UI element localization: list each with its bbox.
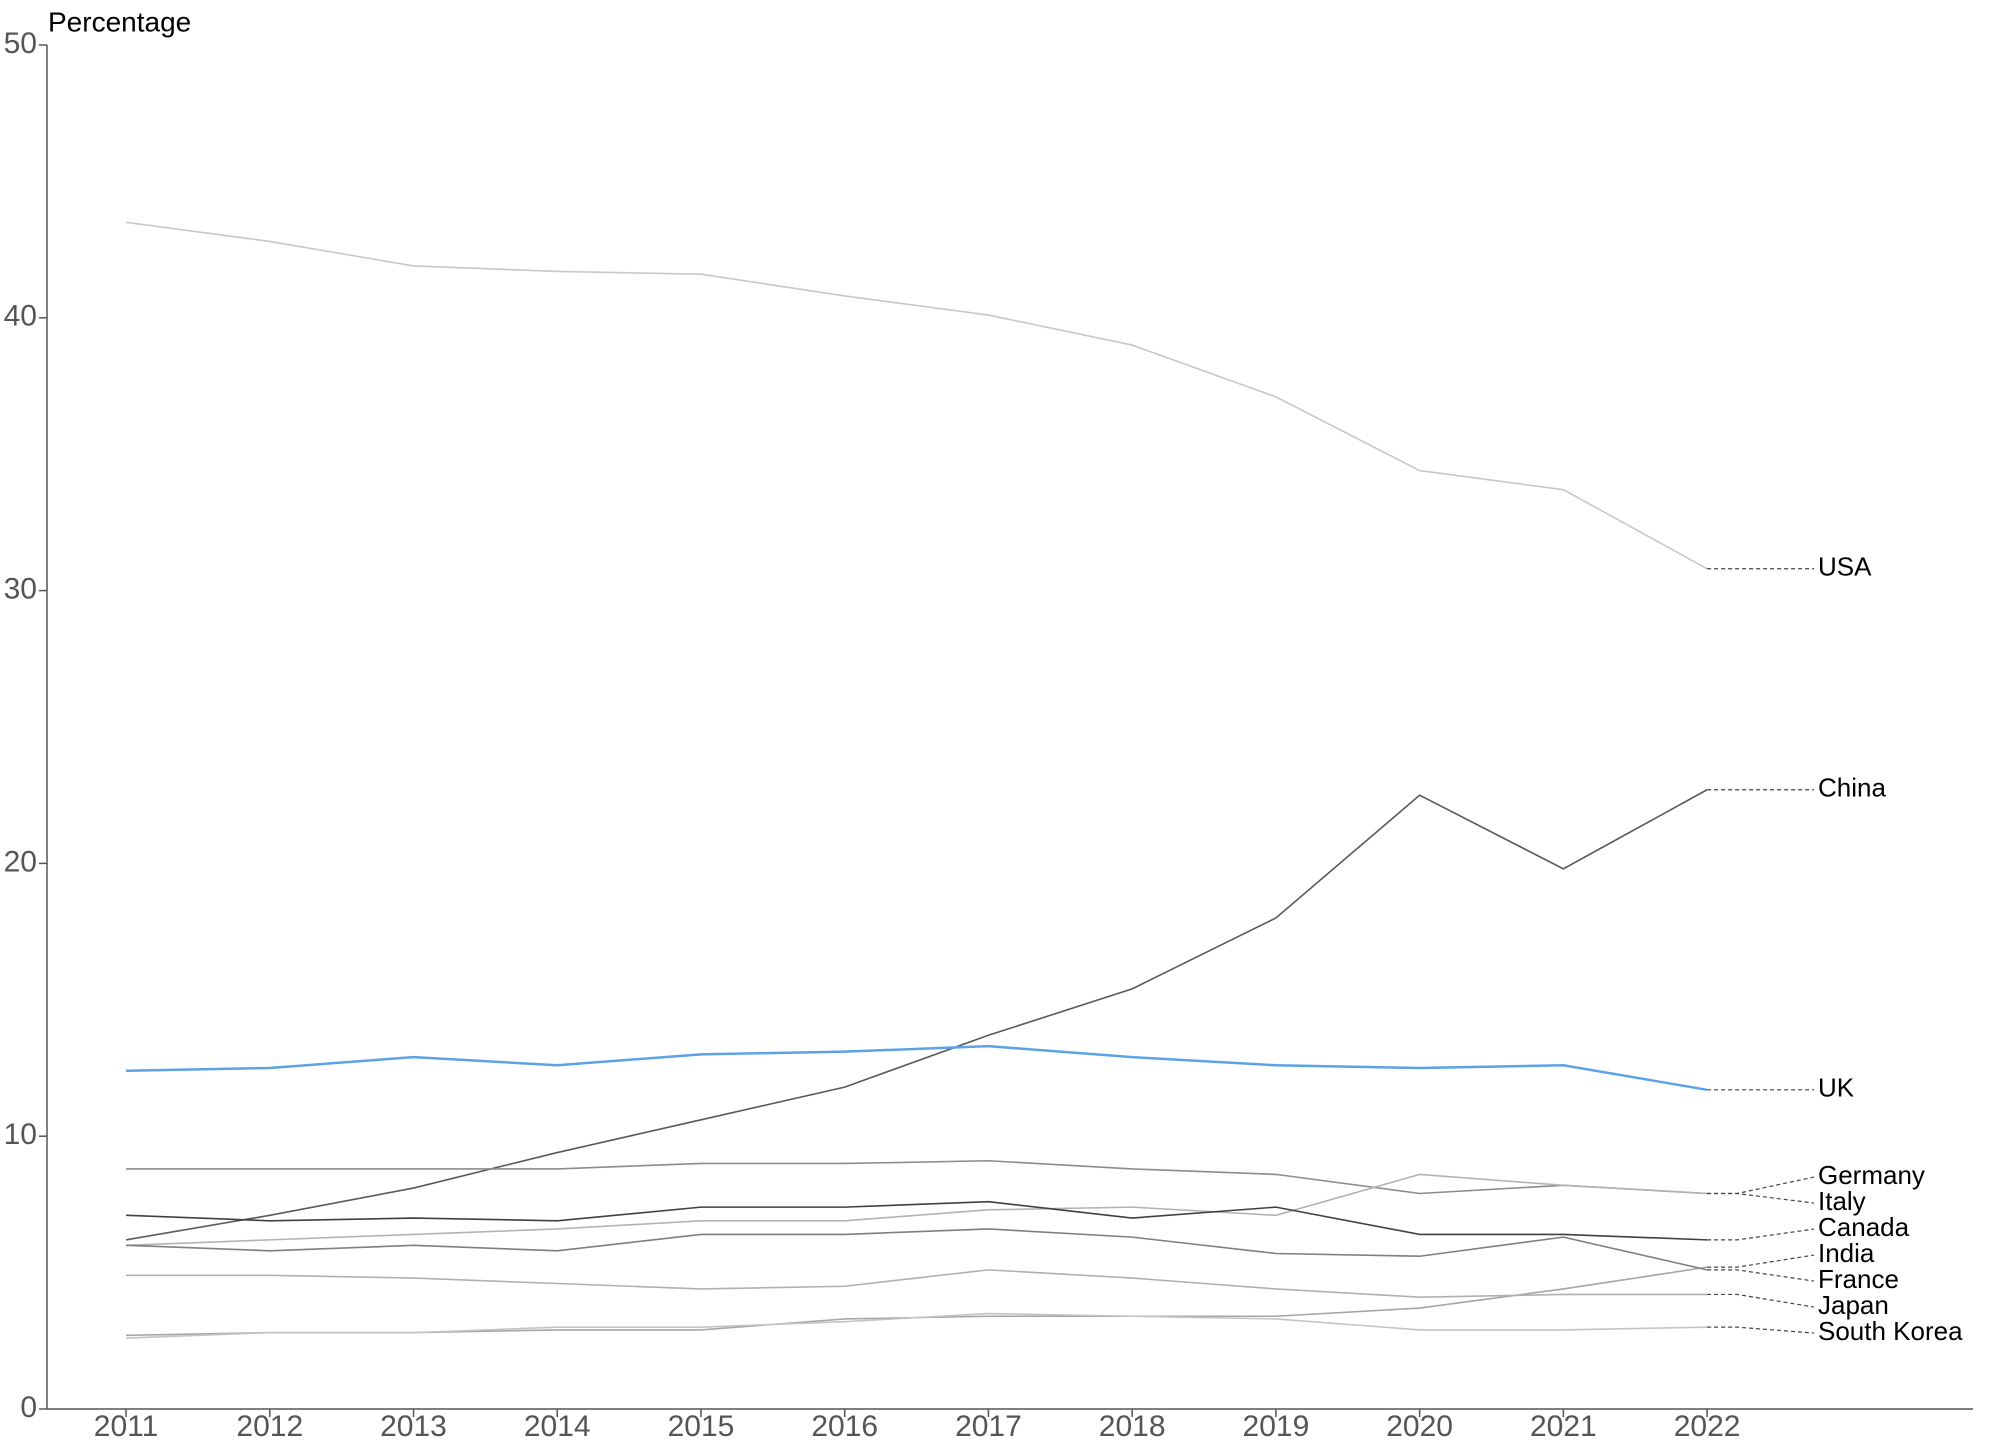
series-label: France xyxy=(1818,1264,1899,1294)
series-line xyxy=(125,789,1708,1241)
x-tick-label: 2021 xyxy=(1530,1410,1597,1443)
label-leader xyxy=(1707,1269,1815,1282)
label-leader xyxy=(1707,1326,1815,1334)
y-tick-label: 40 xyxy=(4,300,37,333)
x-tick-label: 2016 xyxy=(811,1410,878,1443)
y-tick-label: 20 xyxy=(4,845,37,878)
series-label: USA xyxy=(1818,552,1872,582)
label-leader xyxy=(1707,1192,1815,1204)
y-tick-label: 50 xyxy=(4,27,37,60)
label-leader xyxy=(1707,1228,1815,1241)
x-tick-label: 2013 xyxy=(380,1410,447,1443)
x-tick-label: 2022 xyxy=(1674,1410,1741,1443)
series-label: Germany xyxy=(1818,1160,1925,1190)
series-line xyxy=(126,1159,1708,1195)
x-tick-label: 2012 xyxy=(236,1410,303,1443)
series-line xyxy=(126,1200,1708,1241)
label-leader xyxy=(1707,1293,1815,1308)
series-label: South Korea xyxy=(1818,1316,1963,1346)
x-tick-label: 2020 xyxy=(1386,1410,1453,1443)
series-label: UK xyxy=(1818,1073,1855,1103)
x-tick-label: 2019 xyxy=(1243,1410,1310,1443)
y-tick-label: 0 xyxy=(20,1391,37,1424)
x-tick-label: 2018 xyxy=(1099,1410,1166,1443)
series-label: India xyxy=(1818,1238,1875,1268)
series-line xyxy=(126,1173,1708,1247)
x-tick-label: 2017 xyxy=(955,1410,1022,1443)
series-label: Japan xyxy=(1818,1290,1889,1320)
label-leader xyxy=(1707,1176,1815,1195)
y-axis-title: Percentage xyxy=(48,6,191,37)
series-line xyxy=(126,1269,1708,1298)
series-line xyxy=(126,1228,1708,1271)
x-tick-label: 2011 xyxy=(94,1410,159,1443)
series-label: China xyxy=(1818,773,1886,803)
y-tick-label: 10 xyxy=(4,1118,37,1151)
x-tick-label: 2014 xyxy=(524,1410,591,1443)
series-line xyxy=(126,1312,1708,1339)
x-tick-label: 2015 xyxy=(668,1410,735,1443)
series-line xyxy=(125,221,1708,570)
y-tick-label: 30 xyxy=(4,573,37,606)
label-leader xyxy=(1707,1254,1815,1268)
series-line xyxy=(126,1044,1708,1092)
series-label: Canada xyxy=(1818,1212,1910,1242)
series-label: Italy xyxy=(1818,1186,1866,1216)
